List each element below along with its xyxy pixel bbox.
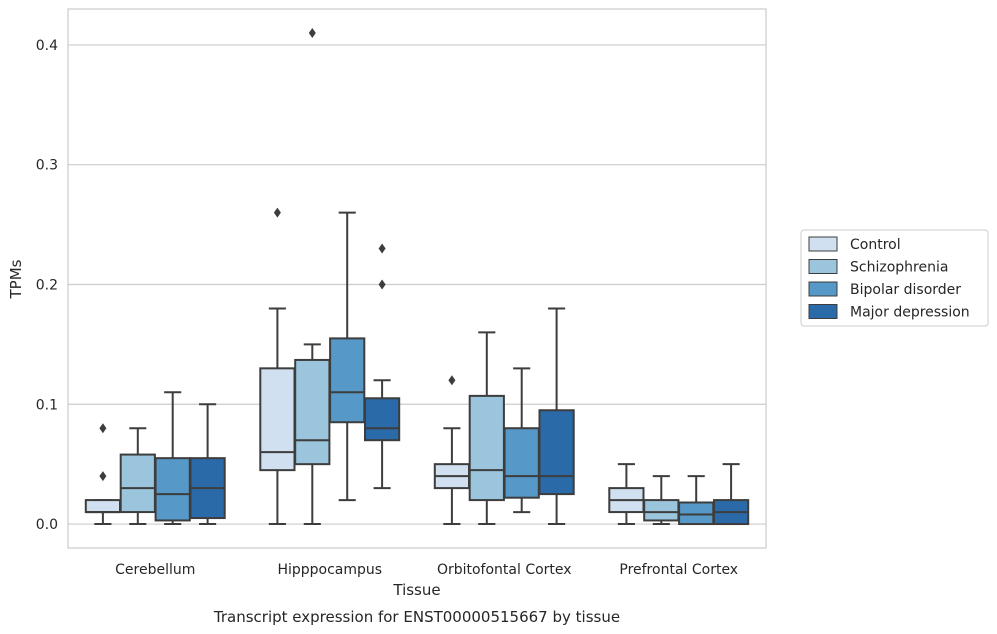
legend-swatch [808, 281, 838, 297]
outlier-point [378, 279, 386, 290]
x-tick-label: Prefrontal Cortex [619, 562, 738, 578]
box [84, 499, 122, 514]
legend-label: Control [850, 237, 901, 253]
x-tick-label: Cerebellum [115, 562, 195, 578]
y-tick-label: 0.2 [36, 277, 58, 293]
box [119, 453, 156, 514]
x-tick-label: Hipppocampus [277, 562, 382, 578]
y-axis-label: TPMs [7, 259, 25, 299]
legend-label: Major depression [850, 305, 970, 321]
legend-swatch [808, 304, 838, 319]
legend: Control Schizophrenia Bipolar disorder Majo… [800, 229, 989, 327]
box [678, 501, 715, 526]
y-tick-label: 0.4 [36, 38, 58, 54]
box-group [433, 375, 471, 526]
box-group [189, 403, 226, 526]
legend-label: Schizophrenia [850, 260, 948, 276]
box-group [363, 243, 401, 490]
outlier-point [448, 375, 456, 386]
box-group [503, 367, 540, 514]
box-group [538, 307, 575, 526]
box-group [608, 463, 645, 526]
box-plot-boxes [84, 27, 750, 526]
grid-lines [68, 44, 766, 525]
box-group [259, 207, 296, 526]
box-group [84, 423, 122, 526]
y-tick-label: 0.3 [36, 158, 58, 174]
box [294, 358, 331, 466]
y-tick-labels: 0.0 0.1 0.2 0.3 0.4 [36, 38, 58, 533]
outlier-point [273, 207, 281, 218]
box-group [643, 475, 680, 526]
x-tick-label: Orbitofontal Cortex [437, 562, 572, 578]
x-axis-label: Tissue [392, 581, 440, 599]
legend-label: Bipolar disorder [850, 282, 961, 298]
plot-frame [67, 8, 767, 549]
legend-swatch [808, 236, 838, 252]
outlier-point [99, 423, 107, 434]
box-group [678, 475, 715, 526]
box-group [154, 391, 191, 526]
outlier-point [378, 243, 386, 254]
outlier-point [308, 27, 316, 38]
box-group [119, 427, 156, 526]
box [259, 367, 296, 472]
y-tick-label: 0.1 [36, 397, 58, 413]
box-group [294, 27, 331, 526]
box [363, 397, 401, 442]
legend-frame [800, 229, 989, 327]
box [154, 457, 191, 522]
legend-swatch [808, 259, 838, 274]
box-group [468, 331, 505, 526]
chart-caption: Transcript expression for ENST0000051566… [213, 608, 620, 626]
box-group [712, 463, 750, 526]
box [643, 499, 680, 522]
box [503, 427, 540, 499]
box [329, 337, 366, 424]
box [468, 394, 505, 502]
box-group [329, 211, 366, 502]
outlier-point [99, 471, 107, 482]
x-tick-labels: Cerebellum Hipppocampus Orbitofontal Corte… [115, 562, 738, 578]
y-tick-label: 0.0 [36, 517, 58, 533]
box [538, 409, 575, 496]
